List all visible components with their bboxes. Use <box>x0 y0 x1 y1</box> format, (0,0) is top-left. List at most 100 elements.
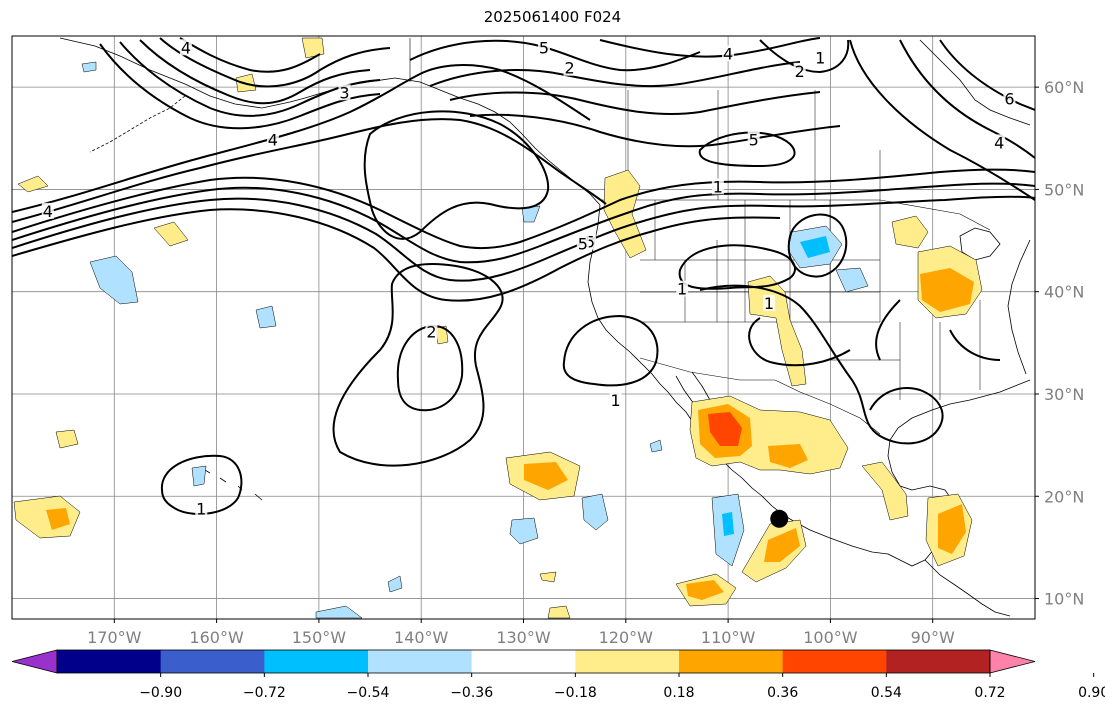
contour-label-bg <box>563 59 576 76</box>
lon-tick-label: 130°W <box>496 628 551 647</box>
lat-tick-label: 30°N <box>1044 385 1084 404</box>
positive-anomaly-core <box>46 508 70 530</box>
contour-label-bg <box>41 202 54 219</box>
contour-label-bg <box>814 49 827 66</box>
contour-value-label: 5 <box>585 233 595 252</box>
contour-value-label: 1 <box>815 49 825 68</box>
lon-tick-label: 140°W <box>394 628 449 647</box>
negative-anomaly-area <box>315 605 363 619</box>
contour-value-label: 5 <box>749 130 759 149</box>
positive-anomaly-area <box>301 37 325 59</box>
north-contour <box>698 131 796 168</box>
us-east-coast <box>1007 239 1031 375</box>
great-lakes <box>959 227 1001 261</box>
contour-value-label: 4 <box>723 44 733 63</box>
contour-label-bg <box>609 392 622 409</box>
contour-label-bg <box>195 500 208 517</box>
colorbar-segment <box>368 650 473 673</box>
contour-label-bg <box>763 294 776 311</box>
colorbar-segment <box>57 650 162 673</box>
us-mexico-border <box>639 357 881 435</box>
positive-anomaly-area <box>861 461 909 521</box>
north-contour <box>899 39 1035 159</box>
us-canada-border <box>602 199 991 231</box>
negative-anomaly-area <box>835 267 869 293</box>
central-america <box>924 559 1011 617</box>
colorbar-tick-label: −0.72 <box>243 685 286 701</box>
north-contour <box>429 61 801 88</box>
ridge-contour <box>787 213 848 278</box>
lon-tick-label: 90°W <box>911 628 955 647</box>
contour-label-bg <box>1003 90 1016 107</box>
contour-value-label: 2 <box>564 59 574 78</box>
negative-anomaly-area <box>191 465 207 487</box>
negative-anomaly-area <box>509 517 539 545</box>
contour-label-bg <box>338 84 351 101</box>
positive-anomaly-area <box>891 215 929 249</box>
contour-label-bg <box>793 62 806 79</box>
jet-contour <box>12 168 1035 250</box>
positive-anomaly-area <box>747 275 807 387</box>
lon-tick-label: 150°W <box>292 628 347 647</box>
aleutian-contour <box>99 43 381 130</box>
positive-anomaly-area <box>153 221 189 247</box>
north-contour <box>599 37 821 58</box>
location-marker <box>770 509 789 528</box>
us-west-coast <box>587 204 926 567</box>
negative-anomaly-area <box>387 575 403 593</box>
colorbar-extend-max <box>989 649 1036 674</box>
colorbar-segment <box>160 650 265 673</box>
colorbar-segment <box>471 650 576 673</box>
positive-anomaly-core <box>938 504 966 554</box>
aleutian-islands <box>89 95 186 153</box>
lon-tick-label: 170°W <box>87 628 142 647</box>
map-title: 2025061400 F024 <box>483 8 622 26</box>
colorbar-tick-label: −0.18 <box>554 685 597 701</box>
colorbar-tick-label: 0.18 <box>663 685 694 701</box>
positive-anomaly-area <box>17 175 49 193</box>
positive-anomaly-core <box>764 528 800 562</box>
hawaii-islands <box>204 469 263 501</box>
trough-contour <box>699 284 944 445</box>
trough-contour <box>875 299 1001 361</box>
negative-anomaly-area <box>89 255 139 305</box>
shaded-anomalies <box>13 37 983 619</box>
longitude-axis: 170°W 160°W 150°W 140°W 130°W 120°W 110°W 100°W… <box>87 619 955 647</box>
contour-label-bg <box>676 280 689 297</box>
colorbar-segment <box>264 650 369 673</box>
lon-tick-label: 160°W <box>189 628 244 647</box>
north-contour <box>939 39 1035 111</box>
lat-tick-label: 20°N <box>1044 487 1084 506</box>
jet-contour <box>12 208 781 302</box>
contour-value-label: 1 <box>713 177 723 196</box>
lon-tick-label: 110°W <box>701 628 756 647</box>
contour-label-bg <box>179 39 192 56</box>
colorbar-segment <box>886 650 991 673</box>
positive-anomaly-area <box>768 444 808 468</box>
high-contour <box>363 110 550 240</box>
high-contour <box>396 324 464 412</box>
contour-value-label: 4 <box>994 133 1004 152</box>
jet-contour <box>12 64 591 213</box>
contour-value-label: 2 <box>426 323 436 342</box>
colorbar-extend-min <box>11 649 58 674</box>
aleutian-contour <box>139 39 371 105</box>
contour-label-bg <box>425 323 438 340</box>
contour-lines <box>12 37 1035 515</box>
colorbar-tick-label: 0.72 <box>974 685 1005 701</box>
lon-tick-label: 120°W <box>599 628 654 647</box>
contour-value-label: 5 <box>578 235 588 254</box>
positive-anomaly-core <box>524 462 568 490</box>
positive-anomaly-area <box>547 605 571 619</box>
positive-anomaly-area <box>539 571 557 583</box>
positive-anomaly-area <box>13 495 81 539</box>
lat-tick-label: 50°N <box>1044 180 1084 199</box>
jet-contour <box>12 182 1035 264</box>
contour-label-bg <box>266 131 279 148</box>
contour-value-label: 6 <box>1004 89 1014 108</box>
colorbar-tick-label: −0.36 <box>450 685 493 701</box>
colorbar-outline <box>56 649 991 674</box>
colorbar-tick-label: 0.54 <box>871 685 902 701</box>
north-contour <box>759 39 850 74</box>
